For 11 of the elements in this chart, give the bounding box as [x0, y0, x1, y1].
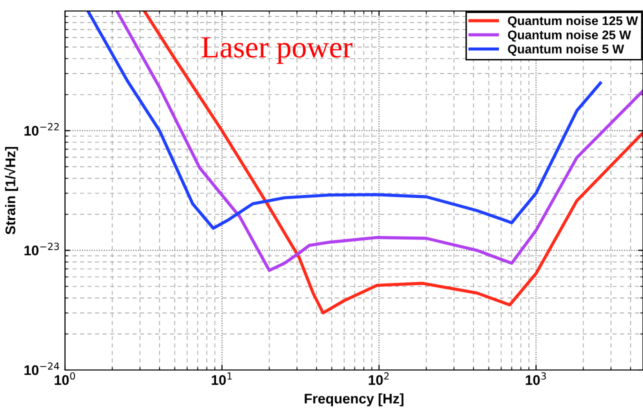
- y-axis-title: Strain [1/√Hz]: [4, 146, 18, 234]
- x-axis-title: Frequency [Hz]: [304, 393, 404, 406]
- y-tick-label: 10$^{−23}$: [24, 242, 59, 256]
- legend-label: Quantum noise 125 W: [508, 16, 638, 28]
- legend-label: Quantum noise 25 W: [508, 30, 632, 42]
- legend-label: Quantum noise 5 W: [508, 44, 624, 56]
- x-tick-label: 10$^{2}$: [368, 372, 389, 385]
- y-tick-label: 10$^{−22}$: [24, 123, 59, 136]
- annotation: Laser power: [202, 37, 352, 64]
- x-tick-label: 10$^{1}$: [212, 372, 232, 385]
- x-tick-label: 10$^{3}$: [526, 372, 546, 385]
